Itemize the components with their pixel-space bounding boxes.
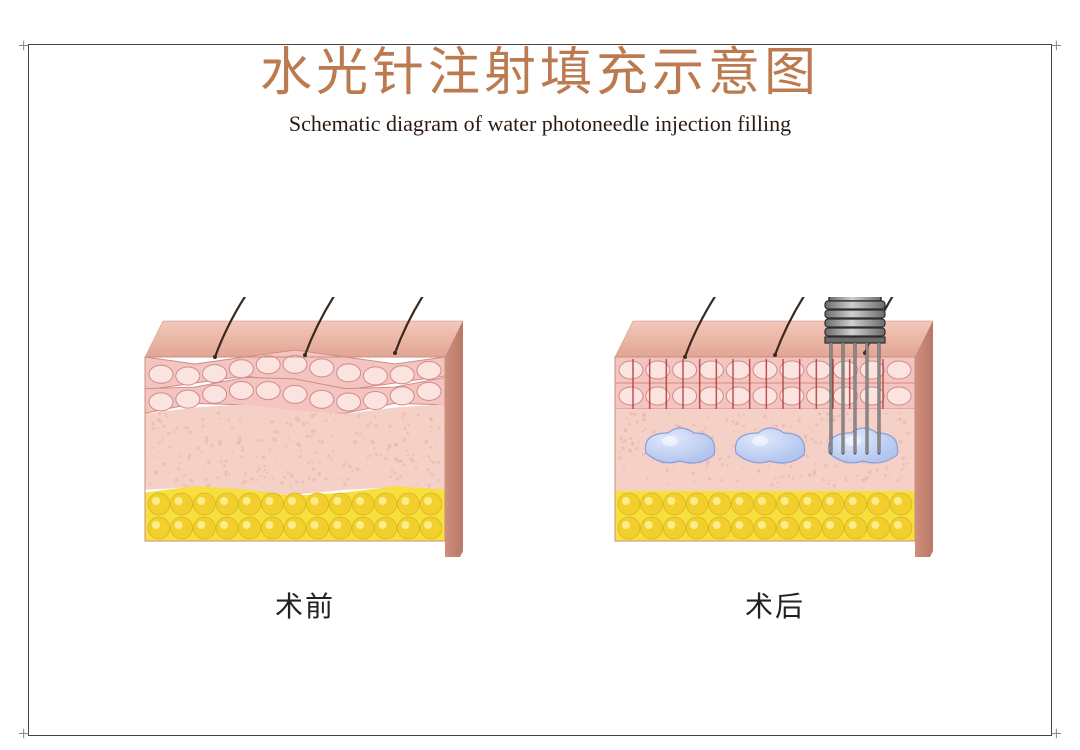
corner-mark-bl: +: [18, 724, 29, 744]
outer-frame: [28, 44, 1052, 736]
corner-mark-tr: +: [1051, 36, 1062, 56]
corner-mark-br: +: [1051, 724, 1062, 744]
corner-mark-tl: +: [18, 36, 29, 56]
